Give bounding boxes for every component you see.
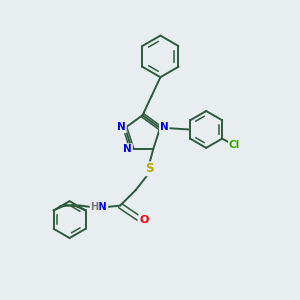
- Text: H: H: [91, 202, 99, 212]
- Text: Cl: Cl: [229, 140, 240, 150]
- Text: O: O: [139, 214, 148, 225]
- Text: S: S: [145, 162, 153, 175]
- Text: N: N: [123, 144, 132, 154]
- Text: N: N: [160, 122, 169, 132]
- Text: N: N: [117, 122, 126, 132]
- Text: N: N: [98, 202, 107, 212]
